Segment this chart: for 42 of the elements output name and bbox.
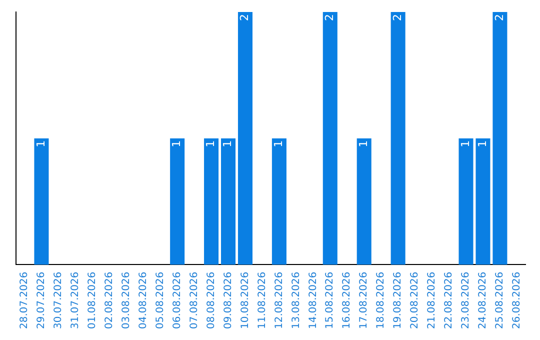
data-label: 2 xyxy=(238,14,252,21)
x-tick-label: 18.08.2026 xyxy=(376,272,387,330)
x-tick-label: 06.08.2026 xyxy=(172,272,183,330)
x-tick-label: 29.07.2026 xyxy=(36,272,48,330)
data-label: 1 xyxy=(204,140,218,148)
x-tick-label: 19.08.2026 xyxy=(392,272,404,330)
x-tick-label: 08.08.2026 xyxy=(206,272,217,330)
x-tick-label: 31.07.2026 xyxy=(70,272,82,330)
data-label: 2 xyxy=(390,14,404,21)
x-tick-label: 12.08.2026 xyxy=(274,272,285,330)
data-label: 1 xyxy=(272,140,286,148)
x-tick-label: 17.08.2026 xyxy=(358,272,370,330)
x-tick-label: 04.08.2026 xyxy=(138,272,149,330)
x-tick-label: 05.08.2026 xyxy=(154,272,166,330)
x-tick-label: 11.08.2026 xyxy=(256,272,268,330)
x-tick-label: 13.08.2026 xyxy=(290,272,302,330)
x-tick-label: 16.08.2026 xyxy=(342,272,353,330)
data-label: 1 xyxy=(458,140,472,148)
x-tick-label: 02.08.2026 xyxy=(104,272,115,330)
data-label: 1 xyxy=(34,140,48,148)
data-label: 2 xyxy=(492,14,506,21)
x-tick-label: 20.08.2026 xyxy=(410,272,421,330)
x-tick-label: 10.08.2026 xyxy=(240,272,251,330)
data-label: 1 xyxy=(356,140,370,148)
x-tick-label: 21.08.2026 xyxy=(426,272,438,330)
x-tick-label: 03.08.2026 xyxy=(120,272,132,330)
data-label: 2 xyxy=(323,14,336,21)
x-tick-label: 24.08.2026 xyxy=(478,272,489,330)
x-tick-label: 26.08.2026 xyxy=(512,272,523,330)
x-tick-label: 09.08.2026 xyxy=(222,272,234,330)
x-tick-label: 25.08.2026 xyxy=(494,272,506,330)
x-tick-label: 07.08.2026 xyxy=(188,272,200,330)
x-tick-label: 15.08.2026 xyxy=(324,272,336,330)
x-tick-label: 01.08.2026 xyxy=(87,272,98,330)
x-tick-label: 30.07.2026 xyxy=(53,272,64,330)
x-tick-label: 23.08.2026 xyxy=(460,272,472,330)
x-tick-label: 22.08.2026 xyxy=(444,272,455,330)
data-label: 1 xyxy=(170,140,184,148)
data-label: 1 xyxy=(221,140,234,148)
data-label: 1 xyxy=(476,140,489,148)
x-tick-label: 14.08.2026 xyxy=(308,272,319,330)
x-tick-label: 28.07.2026 xyxy=(19,272,30,330)
